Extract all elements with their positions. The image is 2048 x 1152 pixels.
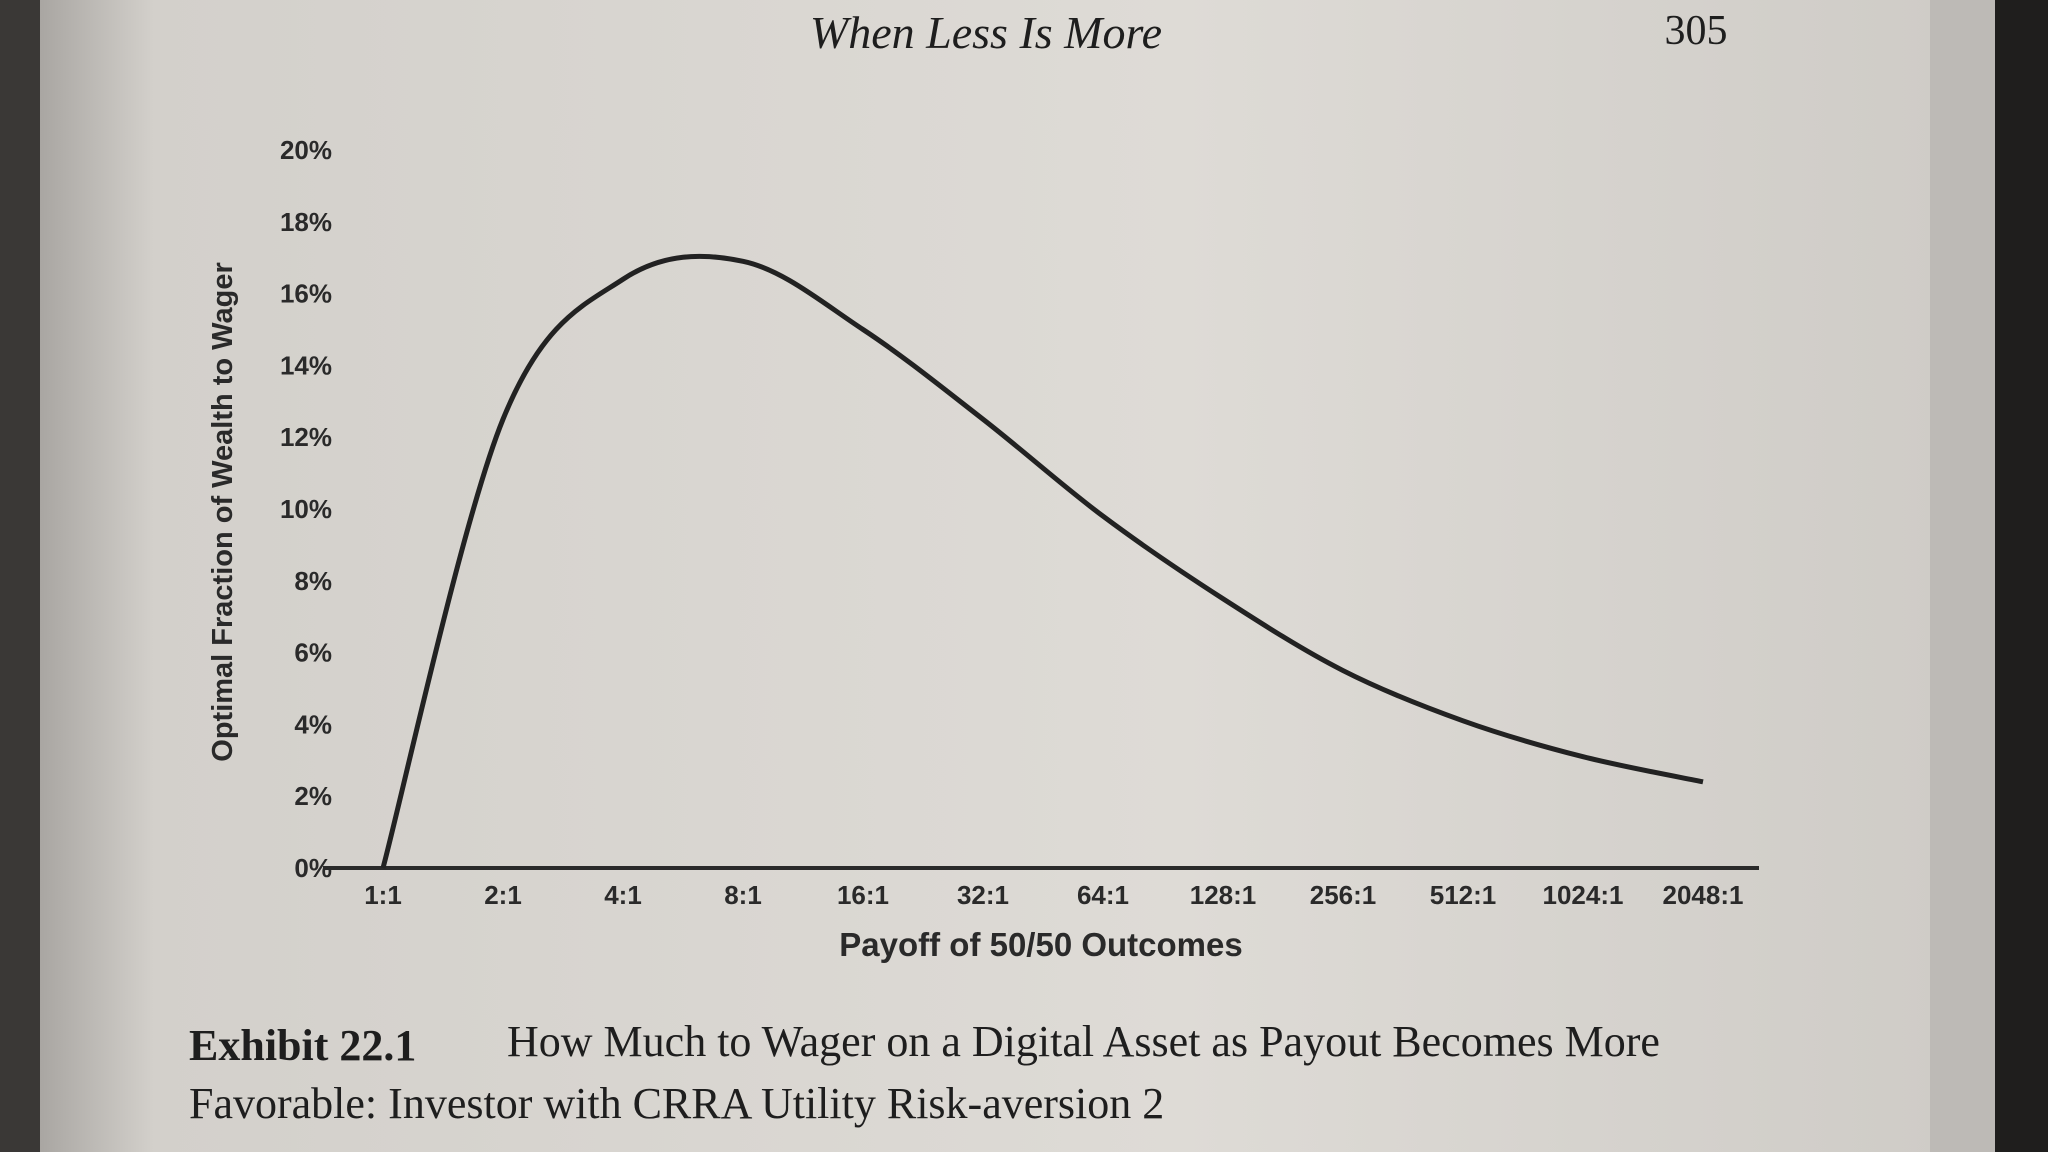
y-tick-label: 14% [280,350,332,380]
x-tick-label: 64:1 [1077,880,1129,910]
x-tick-label: 1:1 [364,880,402,910]
y-tick-label: 4% [294,709,332,739]
y-axis-title: Optimal Fraction of Wealth to Wager [207,262,239,761]
x-axis-title: Payoff of 50/50 Outcomes [839,926,1242,963]
x-tick-label: 128:1 [1190,880,1257,910]
x-tick-label: 2048:1 [1663,880,1744,910]
y-tick-label: 16% [280,279,332,309]
x-tick-label: 8:1 [724,880,762,910]
x-tick-label: 16:1 [837,880,889,910]
page-number: 305 [1665,8,1728,54]
line [380,253,1704,869]
paper [40,0,1940,1152]
y-tick-label: 8% [294,566,332,596]
y-tick-label: 12% [280,422,332,452]
book-edge [1995,0,2048,1152]
caption-line: Favorable: Investor with CRRA Utility Ri… [189,1079,1164,1128]
x-tick-label: 512:1 [1430,880,1497,910]
x-tick-label: 4:1 [604,880,642,910]
caption-line: How Much to Wager on a Digital Asset as … [507,1017,1660,1066]
y-tick-label: 10% [280,494,332,524]
x-tick-label: 1024:1 [1543,880,1624,910]
page-edges [1930,0,2000,1152]
y-tick-label: 6% [294,638,332,668]
x-tick-label: 256:1 [1310,880,1377,910]
caption-label: Exhibit 22.1 [189,1021,416,1070]
y-tick-label: 2% [294,781,332,811]
x-tick-label: 32:1 [957,880,1009,910]
y-tick-label: 20% [280,135,332,165]
y-tick-label: 18% [280,207,332,237]
x-tick-label: 2:1 [484,880,522,910]
running-head: When Less Is More [810,7,1162,58]
